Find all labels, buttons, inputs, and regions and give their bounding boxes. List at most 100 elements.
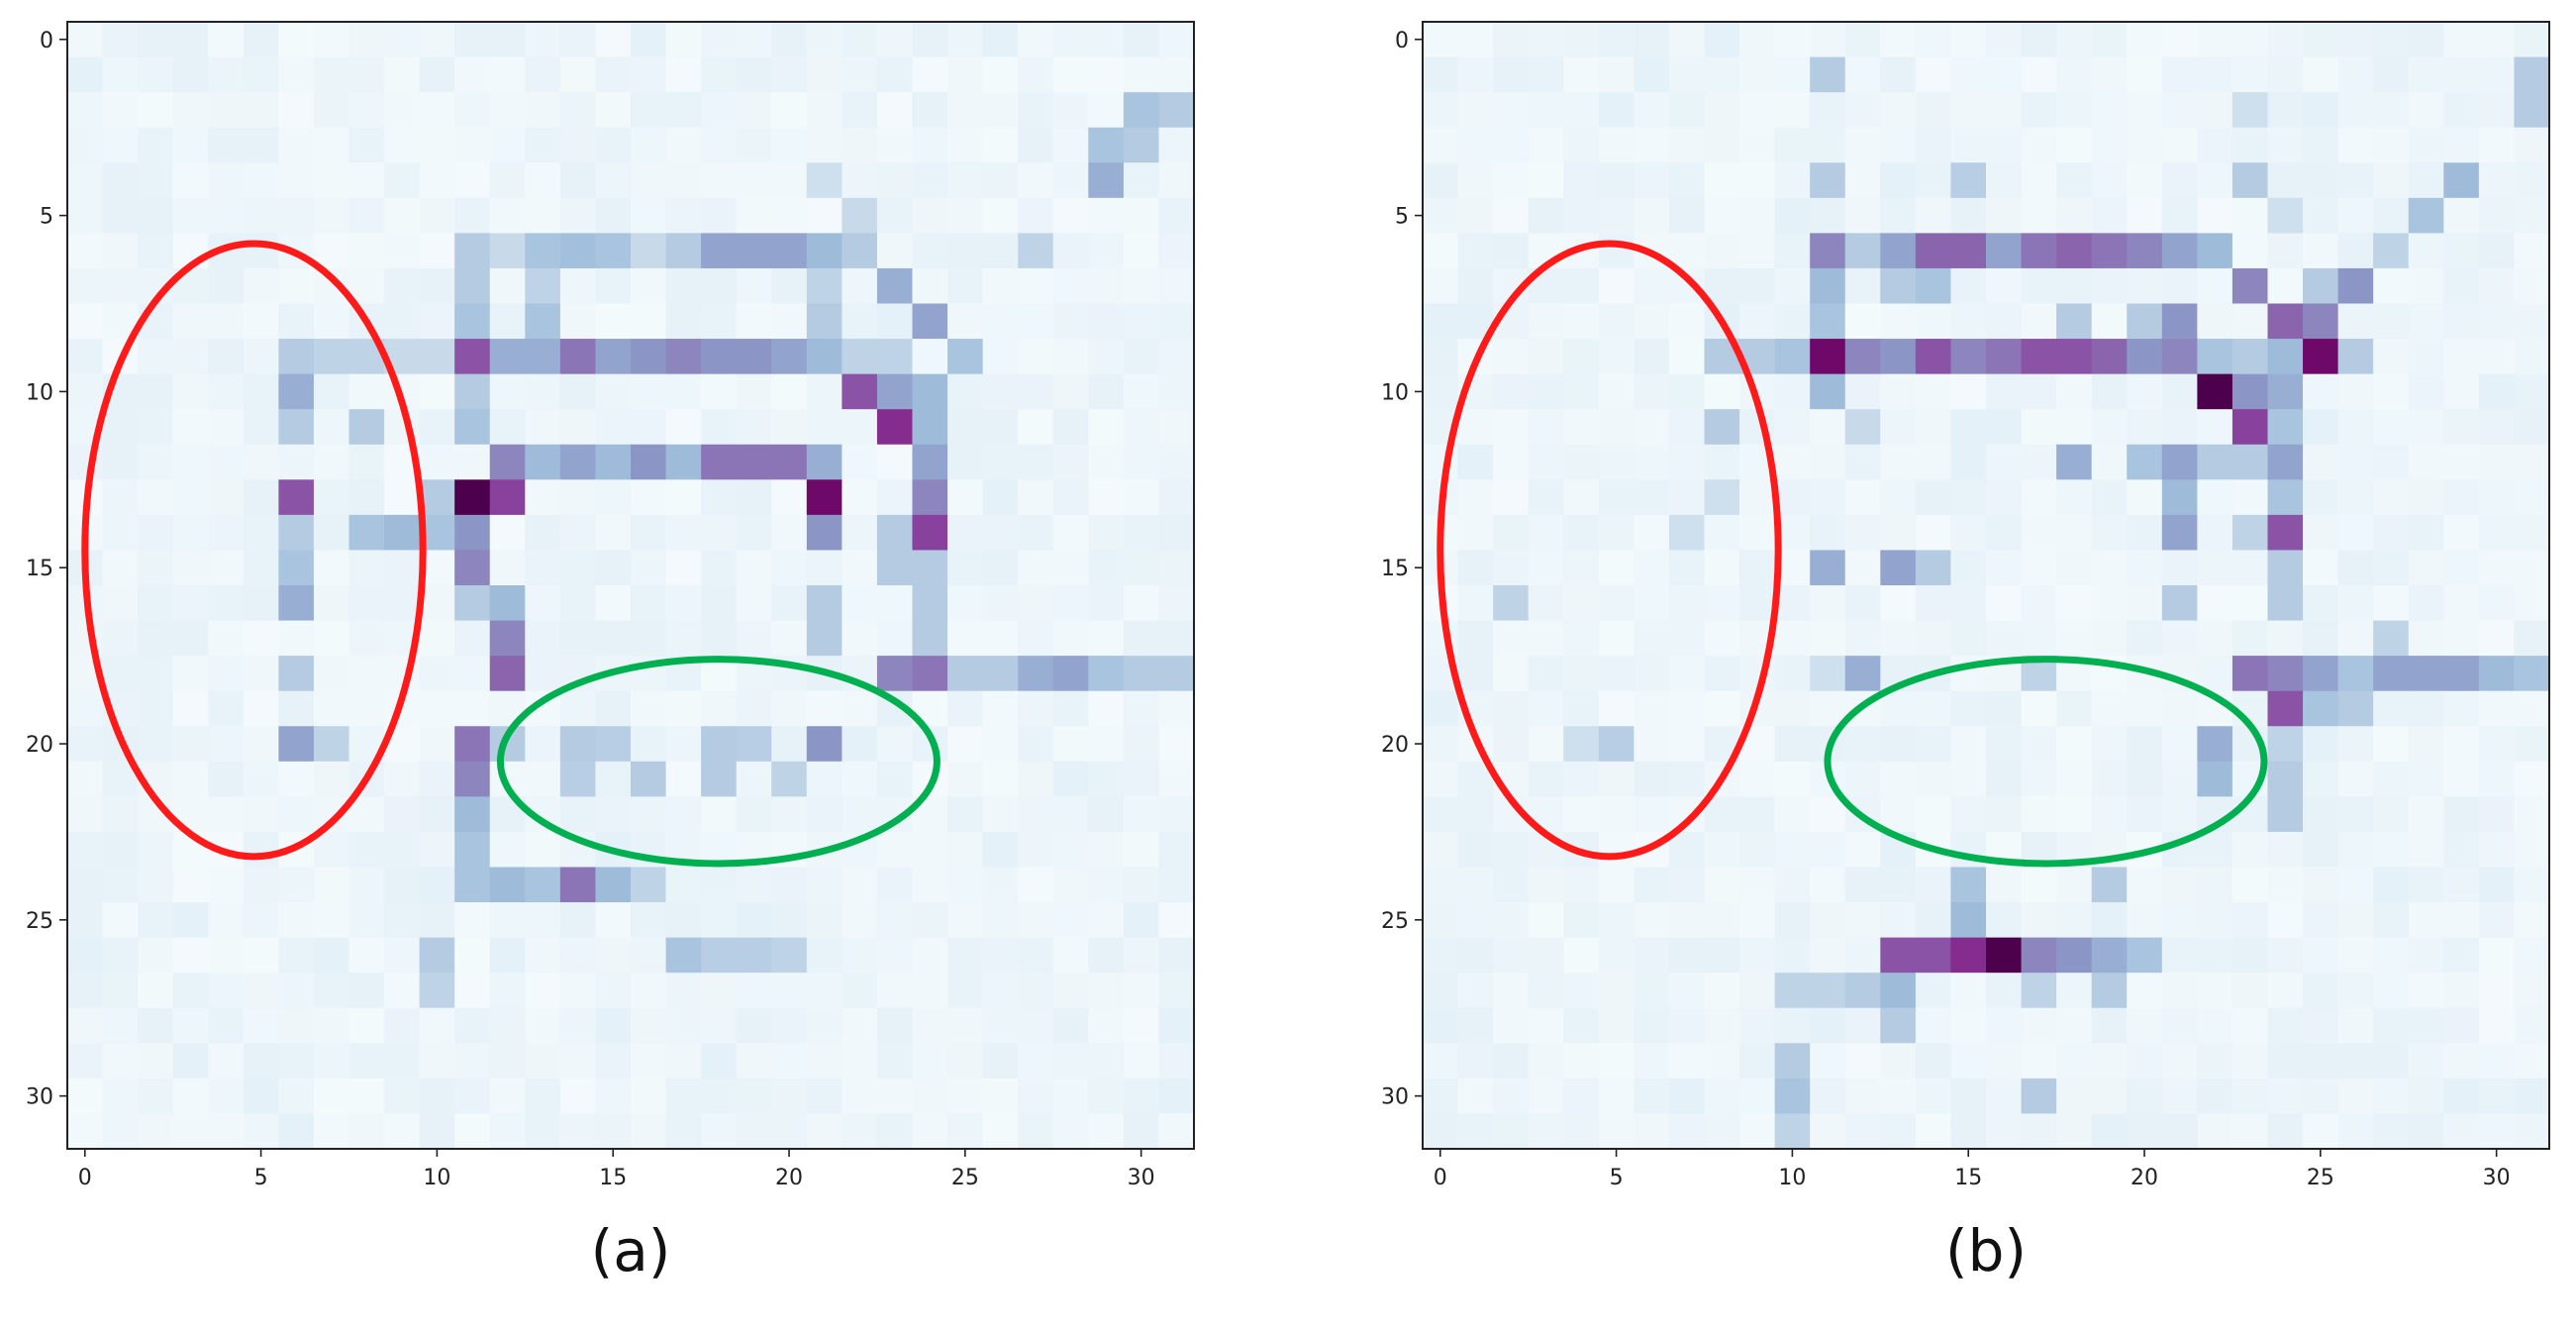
heatmap-cell [243,937,279,974]
heatmap-cell [2127,973,2163,1009]
heatmap-cell [1493,339,1530,375]
heatmap-cell [1986,339,2023,375]
heatmap-cell [2373,127,2410,163]
heatmap-cell [1844,620,1881,657]
heatmap-cell [771,796,808,833]
heatmap-cell [1018,620,1054,657]
heatmap-cell [1493,1043,1530,1079]
heatmap-cell [1088,92,1125,129]
x-tick-label: 15 [1954,1166,1982,1190]
heatmap-cell [912,831,948,869]
heatmap-cell [1704,690,1740,727]
y-tick-label: 15 [26,557,53,581]
heatmap-cell [1704,409,1740,446]
heatmap-cell [102,620,139,657]
heatmap-cell [842,937,878,974]
heatmap-cell [842,339,878,375]
heatmap-cell [1528,585,1564,622]
heatmap-cell [2337,92,2374,129]
heatmap-cell [806,937,842,974]
heatmap-cell [1528,197,1564,234]
heatmap-cell [419,22,455,58]
heatmap-cell [1563,726,1600,763]
heatmap-cell [1810,514,1846,552]
heatmap-cell [348,92,385,129]
heatmap-cell [2021,726,2057,763]
heatmap-cell [1123,1113,1160,1150]
heatmap-cell [243,620,279,657]
heatmap-cell [1563,690,1600,727]
heatmap-cell [454,267,491,305]
heatmap-cell [2514,937,2550,974]
heatmap-cell [278,690,315,727]
heatmap-cell [982,233,1019,269]
heatmap-cell [172,409,209,446]
heatmap-cell [419,162,455,199]
heatmap-cell [2127,620,2163,657]
heatmap-cell [947,1113,984,1150]
heatmap-cell [2267,162,2304,199]
heatmap-cell [348,22,385,58]
heatmap-cell [1563,620,1600,657]
heatmap-cell [2514,726,2550,763]
heatmap-cell [2373,761,2410,797]
heatmap-cell [102,656,139,692]
heatmap-cell [2021,409,2057,446]
heatmap-cell [2337,1043,2374,1079]
heatmap-cell [172,339,209,375]
heatmap-cell [2443,514,2480,552]
heatmap-cell [348,796,385,833]
heatmap-cell [1423,973,1459,1009]
heatmap-cell [2161,339,2198,375]
heatmap-cell [1810,585,1846,622]
heatmap-cell [2091,267,2128,305]
heatmap-cell [1739,162,1776,199]
heatmap-cell [419,56,455,93]
heatmap-cell [876,973,914,1009]
heatmap-cell [842,514,878,552]
heatmap-cell [384,127,421,163]
heatmap-cell [1810,1043,1846,1079]
heatmap-cell [208,1078,245,1115]
heatmap-cell [1598,902,1635,939]
heatmap-cell [348,56,385,93]
heatmap-cell [1563,1078,1600,1115]
heatmap-cell [1598,1113,1635,1150]
heatmap-cell [489,339,526,375]
heatmap-cell [454,726,491,763]
heatmap-cell [2373,22,2410,58]
heatmap-cell [208,585,245,622]
heatmap-cell [1563,22,1600,58]
heatmap-cell [701,761,738,797]
heatmap-cell [912,620,948,657]
heatmap-cell [243,690,279,727]
heatmap-cell [1598,514,1635,552]
heatmap-cell [1915,92,1952,129]
heatmap-cell [2443,831,2480,869]
heatmap-cell [313,303,350,340]
heatmap-cell [736,514,772,552]
heatmap-cell [489,92,526,129]
heatmap-cell [1774,796,1811,833]
heatmap-cell [1739,973,1776,1009]
heatmap-cell [2091,973,2128,1009]
heatmap-cell [982,656,1019,692]
heatmap-cell [2408,409,2444,446]
heatmap-cell [876,233,914,269]
heatmap-cell [1668,1043,1706,1079]
heatmap-cell [2373,1078,2410,1115]
heatmap-cell [701,56,738,93]
heatmap-cell [2021,690,2057,727]
x-tick-label: 30 [2483,1166,2511,1190]
heatmap-cell [1986,937,2023,974]
heatmap-cell [172,690,209,727]
heatmap-cell [806,867,842,903]
heatmap-cell [243,514,279,552]
heatmap-cell [67,726,104,763]
heatmap-cell [2373,409,2410,446]
heatmap-cell [2197,1113,2233,1150]
heatmap-cell [1423,831,1459,869]
heatmap-cell [1915,690,1952,727]
heatmap-cell [2197,339,2233,375]
heatmap-cell [2337,444,2374,480]
